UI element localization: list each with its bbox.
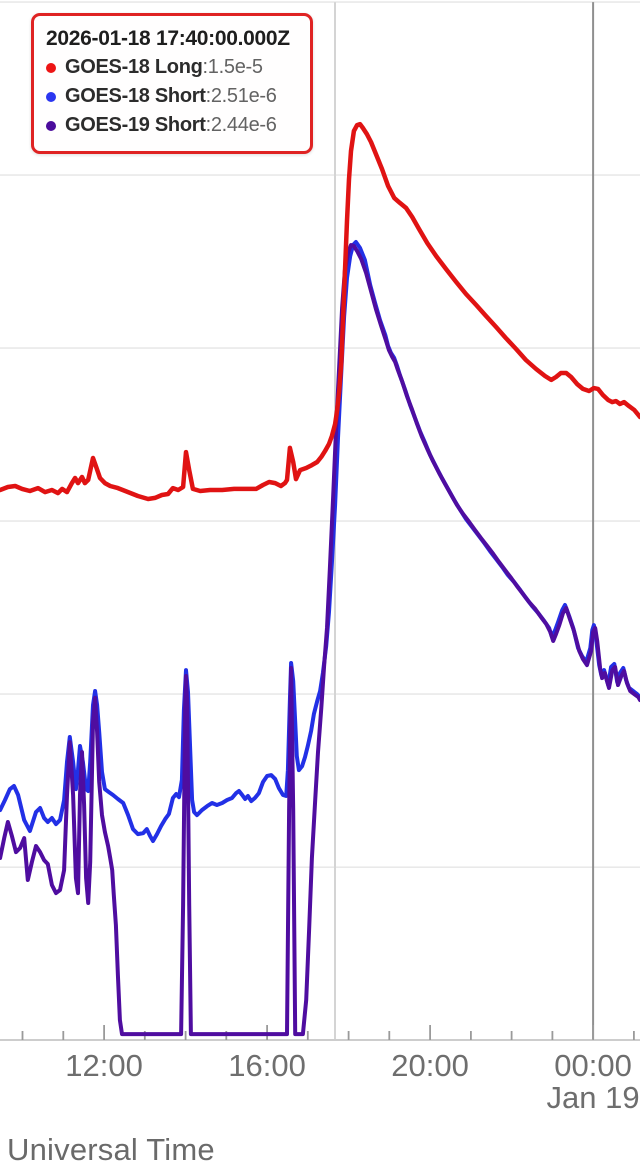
series-dot-icon bbox=[46, 120, 56, 131]
series-label: GOES-18 Long bbox=[65, 56, 203, 78]
series-line-goes-19-short bbox=[0, 243, 640, 1037]
x-tick-label: 16:00 bbox=[228, 1048, 306, 1083]
series-separator: : bbox=[205, 85, 212, 107]
x-day-label: Jan 19 bbox=[547, 1080, 640, 1115]
series-line-goes-18-long bbox=[0, 121, 640, 502]
x-axis-title: Universal Time bbox=[7, 1132, 215, 1167]
chart-tooltip: 2026-01-18 17:40:00.000Z GOES-18 Long : … bbox=[31, 13, 313, 154]
series-separator: : bbox=[202, 56, 209, 78]
tooltip-row-goes18-long: GOES-18 Long : 1.5e-5 bbox=[46, 53, 298, 82]
series-value: 2.51e-6 bbox=[210, 85, 277, 107]
series-dot-icon bbox=[46, 62, 56, 73]
x-tick-label: 00:00 bbox=[554, 1048, 632, 1083]
x-tick-label: 20:00 bbox=[391, 1048, 469, 1083]
series-label: GOES-19 Short bbox=[65, 114, 206, 136]
series-value: 2.44e-6 bbox=[210, 114, 277, 136]
series-label: GOES-18 Short bbox=[65, 85, 206, 107]
tooltip-row-goes19-short: GOES-19 Short : 2.44e-6 bbox=[46, 111, 298, 140]
x-tick-label: 12:00 bbox=[65, 1048, 143, 1083]
tooltip-row-goes18-short: GOES-18 Short : 2.51e-6 bbox=[46, 82, 298, 111]
series-dot-icon bbox=[46, 91, 56, 102]
series-separator: : bbox=[205, 114, 212, 136]
tooltip-timestamp: 2026-01-18 17:40:00.000Z bbox=[46, 27, 290, 50]
series-value: 1.5e-5 bbox=[207, 56, 263, 78]
